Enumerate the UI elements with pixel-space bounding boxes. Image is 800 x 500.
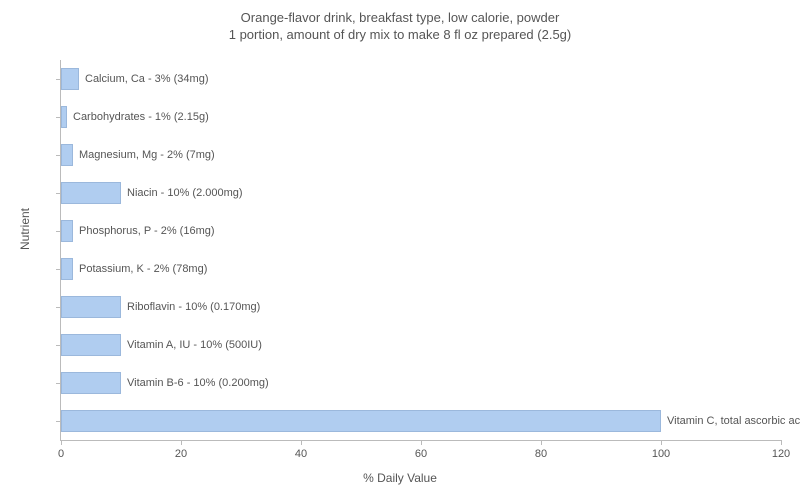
- bar: [61, 372, 121, 394]
- x-tick-label: 0: [58, 448, 64, 460]
- bar-label: Carbohydrates - 1% (2.15g): [67, 98, 209, 136]
- bar: [61, 258, 73, 280]
- bar: [61, 334, 121, 356]
- bar: [61, 68, 79, 90]
- bar-row: Carbohydrates - 1% (2.15g): [61, 98, 781, 136]
- bar-row: Vitamin C, total ascorbic acid - 100% (6…: [61, 402, 781, 440]
- bar: [61, 182, 121, 204]
- x-axis-label: % Daily Value: [0, 471, 800, 485]
- bar-label: Niacin - 10% (2.000mg): [121, 174, 243, 212]
- x-tick-label: 100: [652, 448, 670, 460]
- x-tick-mark: [541, 440, 542, 445]
- bar-row: Riboflavin - 10% (0.170mg): [61, 288, 781, 326]
- x-tick-label: 60: [415, 448, 427, 460]
- chart-title-line1: Orange-flavor drink, breakfast type, low…: [0, 10, 800, 27]
- chart-title: Orange-flavor drink, breakfast type, low…: [0, 10, 800, 44]
- bar-row: Potassium, K - 2% (78mg): [61, 250, 781, 288]
- bar: [61, 410, 661, 432]
- plot-area: 020406080100120Calcium, Ca - 3% (34mg)Ca…: [60, 60, 781, 441]
- bar-label: Vitamin A, IU - 10% (500IU): [121, 326, 262, 364]
- bar-label: Calcium, Ca - 3% (34mg): [79, 60, 208, 98]
- x-tick-label: 20: [175, 448, 187, 460]
- bar-label: Vitamin B-6 - 10% (0.200mg): [121, 364, 269, 402]
- x-tick-mark: [301, 440, 302, 445]
- bar-row: Magnesium, Mg - 2% (7mg): [61, 136, 781, 174]
- chart-container: Orange-flavor drink, breakfast type, low…: [0, 0, 800, 500]
- bar: [61, 220, 73, 242]
- y-axis-label: Nutrient: [18, 208, 32, 250]
- bar-label: Phosphorus, P - 2% (16mg): [73, 212, 215, 250]
- bar-row: Vitamin A, IU - 10% (500IU): [61, 326, 781, 364]
- chart-title-line2: 1 portion, amount of dry mix to make 8 f…: [0, 27, 800, 44]
- x-tick-mark: [781, 440, 782, 445]
- bar-row: Calcium, Ca - 3% (34mg): [61, 60, 781, 98]
- x-tick-mark: [61, 440, 62, 445]
- x-tick-label: 120: [772, 448, 790, 460]
- x-tick-mark: [181, 440, 182, 445]
- bar-row: Niacin - 10% (2.000mg): [61, 174, 781, 212]
- bar-row: Phosphorus, P - 2% (16mg): [61, 212, 781, 250]
- x-tick-label: 40: [295, 448, 307, 460]
- x-tick-label: 80: [535, 448, 547, 460]
- bar-label: Vitamin C, total ascorbic acid - 100% (6…: [661, 402, 800, 440]
- bar-label: Potassium, K - 2% (78mg): [73, 250, 207, 288]
- bar-row: Vitamin B-6 - 10% (0.200mg): [61, 364, 781, 402]
- x-tick-mark: [661, 440, 662, 445]
- bar: [61, 144, 73, 166]
- x-tick-mark: [421, 440, 422, 445]
- bar-label: Riboflavin - 10% (0.170mg): [121, 288, 260, 326]
- bar-label: Magnesium, Mg - 2% (7mg): [73, 136, 215, 174]
- bar: [61, 296, 121, 318]
